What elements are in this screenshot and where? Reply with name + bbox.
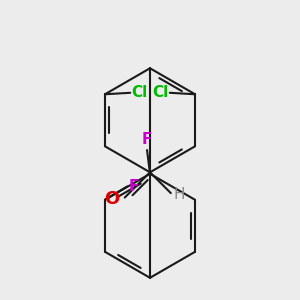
Text: F: F bbox=[142, 132, 152, 147]
Text: F: F bbox=[129, 179, 139, 194]
Text: Cl: Cl bbox=[152, 85, 168, 100]
Text: O: O bbox=[104, 190, 119, 208]
Text: H: H bbox=[174, 187, 185, 202]
Text: Cl: Cl bbox=[132, 85, 148, 100]
